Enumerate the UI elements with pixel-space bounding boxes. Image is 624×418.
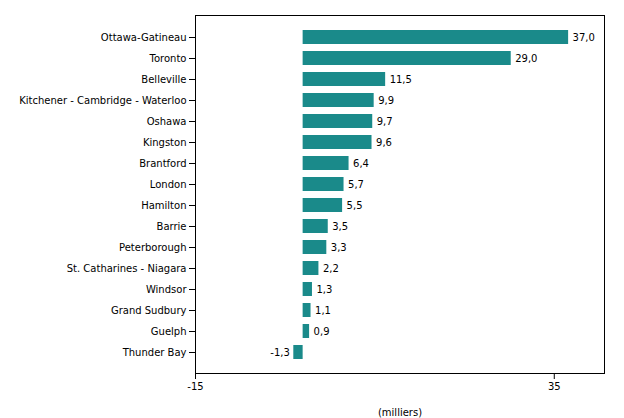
svg-text:2,2: 2,2: [323, 263, 339, 274]
svg-text:Hamilton: Hamilton: [141, 200, 186, 211]
svg-text:-15: -15: [187, 381, 203, 392]
svg-text:Toronto: Toronto: [149, 53, 187, 64]
svg-text:Ottawa-Gatineau: Ottawa-Gatineau: [101, 32, 187, 43]
svg-text:9,7: 9,7: [377, 116, 393, 127]
svg-text:St. Catharines - Niagara: St. Catharines - Niagara: [67, 263, 187, 274]
svg-text:9,6: 9,6: [376, 137, 392, 148]
svg-text:(milliers): (milliers): [378, 407, 422, 418]
svg-text:Oshawa: Oshawa: [147, 116, 187, 127]
svg-text:0,9: 0,9: [314, 326, 330, 337]
svg-text:Guelph: Guelph: [151, 326, 187, 337]
svg-text:1,3: 1,3: [316, 284, 332, 295]
svg-text:9,9: 9,9: [378, 95, 394, 106]
svg-text:6,4: 6,4: [353, 158, 369, 169]
svg-text:Brantford: Brantford: [139, 158, 186, 169]
svg-text:Kitchener - Cambridge - Waterl: Kitchener - Cambridge - Waterloo: [19, 95, 186, 106]
svg-text:Thunder Bay: Thunder Bay: [122, 347, 187, 358]
svg-text:35: 35: [548, 381, 561, 392]
svg-text:3,3: 3,3: [331, 242, 347, 253]
svg-text:Grand Sudbury: Grand Sudbury: [111, 305, 187, 316]
svg-text:-1,3: -1,3: [270, 347, 290, 358]
svg-text:Belleville: Belleville: [141, 74, 186, 85]
svg-text:London: London: [150, 179, 187, 190]
svg-text:37,0: 37,0: [573, 32, 595, 43]
svg-text:Barrie: Barrie: [157, 221, 187, 232]
svg-text:5,7: 5,7: [348, 179, 364, 190]
svg-text:Windsor: Windsor: [146, 284, 187, 295]
svg-text:Kingston: Kingston: [143, 137, 187, 148]
svg-text:11,5: 11,5: [390, 74, 412, 85]
svg-text:3,5: 3,5: [332, 221, 348, 232]
svg-text:5,5: 5,5: [347, 200, 363, 211]
svg-text:1,1: 1,1: [315, 305, 331, 316]
svg-text:Peterborough: Peterborough: [119, 242, 187, 253]
svg-text:29,0: 29,0: [515, 53, 537, 64]
